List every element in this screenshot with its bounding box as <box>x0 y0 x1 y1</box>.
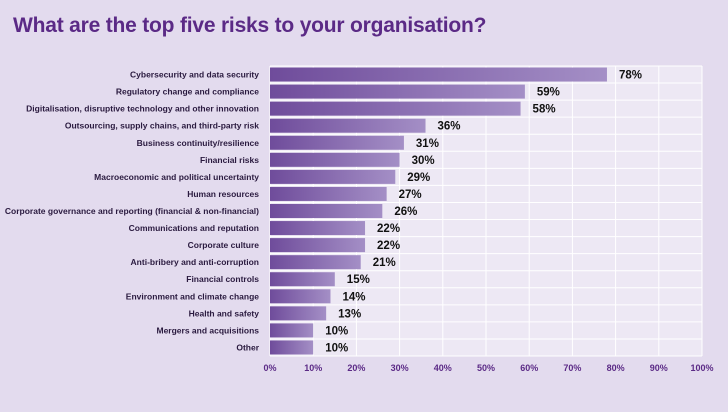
category-label: Communications and reputation <box>129 223 259 233</box>
bar <box>270 221 366 236</box>
category-label: Digitalisation, disruptive technology an… <box>26 104 259 114</box>
category-label: Health and safety <box>189 308 260 318</box>
category-label: Business continuity/resilience <box>137 138 260 148</box>
bar <box>270 186 387 201</box>
bar <box>270 169 396 184</box>
x-tick-label: 40% <box>434 363 452 373</box>
category-label: Regulatory change and compliance <box>116 87 259 97</box>
x-tick-label: 50% <box>477 363 495 373</box>
category-label: Human resources <box>187 189 259 199</box>
category-label: Anti-bribery and anti-corruption <box>131 257 259 267</box>
data-label: 13% <box>338 308 361 320</box>
x-tick-label: 20% <box>347 363 365 373</box>
bar <box>270 306 327 321</box>
x-tick-label: 30% <box>391 363 409 373</box>
bar <box>270 340 314 355</box>
x-tick-label: 100% <box>690 363 713 373</box>
bar <box>270 101 521 116</box>
category-label: Macroeconomic and political uncertainty <box>94 172 259 182</box>
category-label: Mergers and acquisitions <box>157 325 260 335</box>
data-label: 30% <box>412 155 435 167</box>
data-label: 21% <box>373 257 396 269</box>
category-label: Other <box>236 342 259 352</box>
data-label: 78% <box>619 70 642 82</box>
x-tick-label: 0% <box>263 363 276 373</box>
bar <box>270 67 607 82</box>
category-label: Financial controls <box>186 274 259 284</box>
data-label: 10% <box>325 342 348 354</box>
x-axis-ticks: 0% 10% 20% 30% 40% 50% 60% 70% 80% 90% 100% <box>263 363 713 373</box>
category-label: Financial risks <box>200 155 259 165</box>
bar <box>270 323 314 338</box>
data-label: 22% <box>377 223 400 235</box>
category-label: Corporate governance and reporting (fina… <box>5 206 259 216</box>
labels: Cybersecurity and data security 78% Regula… <box>5 70 642 355</box>
data-label: 22% <box>377 240 400 252</box>
bar <box>270 289 331 304</box>
chart-title: What are the top five risks to your orga… <box>13 14 487 37</box>
data-label: 59% <box>537 87 560 99</box>
data-label: 26% <box>394 206 417 218</box>
bar <box>270 118 426 133</box>
bar <box>270 135 404 150</box>
bar <box>270 204 383 218</box>
data-label: 27% <box>399 189 422 201</box>
x-tick-label: 90% <box>650 363 668 373</box>
bar <box>270 238 366 253</box>
data-label: 29% <box>407 172 430 184</box>
category-label: Outsourcing, supply chains, and third-pa… <box>65 121 259 131</box>
x-tick-label: 10% <box>304 363 322 373</box>
category-label: Corporate culture <box>188 240 260 250</box>
data-label: 14% <box>342 291 365 303</box>
bar <box>270 152 400 167</box>
category-label: Environment and climate change <box>126 291 259 301</box>
x-tick-label: 70% <box>563 363 581 373</box>
data-label: 15% <box>347 274 370 286</box>
data-label: 58% <box>533 104 556 116</box>
data-label: 36% <box>438 121 461 133</box>
data-label: 31% <box>416 138 439 150</box>
bar <box>270 255 361 270</box>
category-label: Cybersecurity and data security <box>130 70 259 80</box>
x-tick-label: 60% <box>520 363 538 373</box>
bars <box>270 67 607 355</box>
data-label: 10% <box>325 325 348 337</box>
x-tick-label: 80% <box>607 363 625 373</box>
bar <box>270 272 335 287</box>
bar <box>270 84 525 99</box>
